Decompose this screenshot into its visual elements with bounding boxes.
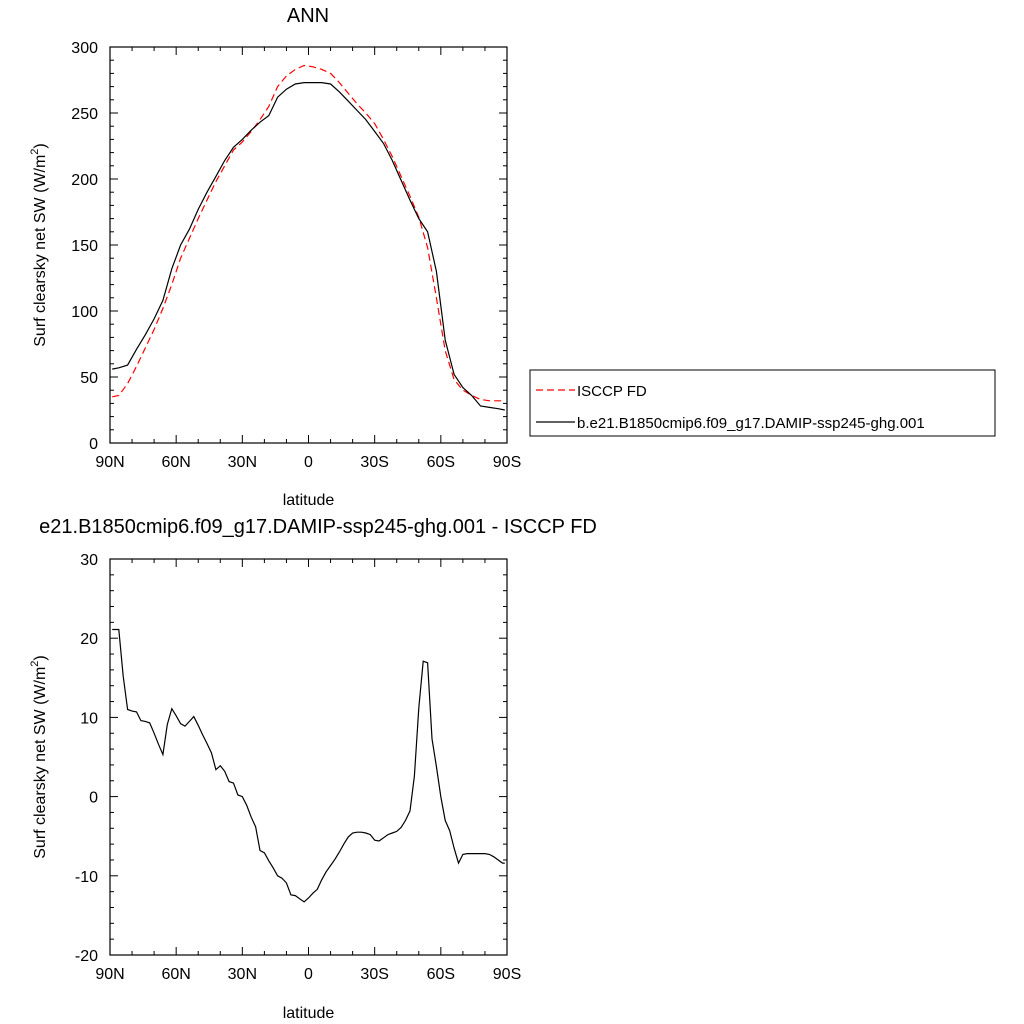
y-tick-label: 20 xyxy=(80,631,98,648)
y-tick-label: 10 xyxy=(80,710,98,727)
y-axis-label-text: Surf clearsky net SW (W/m xyxy=(32,667,49,859)
legend: ISCCP FD b.e21.B1850cmip6.f09_g17.DAMIP-s… xyxy=(529,369,996,437)
series-line-isccp-fd xyxy=(112,64,505,402)
x-tick-label: 90N xyxy=(95,454,124,471)
legend-box xyxy=(529,369,996,437)
x-tick-label: 60S xyxy=(427,966,455,983)
x-tick-label: 0 xyxy=(304,966,313,983)
legend-entry: ISCCP FD xyxy=(577,383,647,400)
y-axis-label-text: Surf clearsky net SW (W/m xyxy=(32,155,49,347)
chart-title: e21.B1850cmip6.f09_g17.DAMIP-ssp245-ghg.… xyxy=(39,516,597,538)
y-axis-label: Surf clearsky net SW (W/m2) xyxy=(29,143,49,346)
x-tick-label: 90S xyxy=(493,966,521,983)
y-tick-label: 250 xyxy=(71,106,98,123)
x-tick-label: 0 xyxy=(304,454,313,471)
y-tick-label: 200 xyxy=(71,172,98,189)
x-tick-label: 90S xyxy=(493,454,521,471)
y-tick-label: 50 xyxy=(80,370,98,387)
chart-panel-1: ANN 90N 60N 30N 0 30S 60S 90S 0 50 100 150 200 250 300… xyxy=(29,5,996,509)
series-line-b-e21-b1850cmip6-f09-g17-damip-ssp245-ghg-001 xyxy=(112,81,505,411)
x-tick-label: 30N xyxy=(228,454,257,471)
plot-frame xyxy=(109,558,508,956)
x-tick-label: 60S xyxy=(427,454,455,471)
y-axis-label-superscript: 2 xyxy=(29,149,41,155)
y-tick-label: 0 xyxy=(89,436,98,453)
x-tick-label: 30N xyxy=(228,966,257,983)
x-axis-label: latitude xyxy=(283,1005,335,1022)
y-tick-label: 150 xyxy=(71,238,98,255)
y-axis-label-superscript: 2 xyxy=(29,661,41,667)
series-line-difference xyxy=(112,628,505,903)
x-tick-label: 90N xyxy=(95,966,124,983)
chart-panel-2: e21.B1850cmip6.f09_g17.DAMIP-ssp245-ghg.… xyxy=(29,516,597,1022)
y-axis-label: Surf clearsky net SW (W/m2) xyxy=(29,655,49,858)
y-tick-label: -20 xyxy=(75,948,98,965)
x-tick-label: 30S xyxy=(360,454,388,471)
chart-title: ANN xyxy=(287,5,329,27)
x-tick-label: 30S xyxy=(360,966,388,983)
y-tick-label: -10 xyxy=(75,869,98,886)
y-axis-label-close: ) xyxy=(32,655,49,660)
y-tick-label: 30 xyxy=(80,552,98,569)
x-tick-label: 60N xyxy=(161,454,190,471)
legend-entry: b.e21.B1850cmip6.f09_g17.DAMIP-ssp245-gh… xyxy=(577,415,925,432)
x-tick-label: 60N xyxy=(161,966,190,983)
plot-frame xyxy=(109,46,508,444)
y-tick-label: 0 xyxy=(89,790,98,807)
x-axis-label: latitude xyxy=(283,492,335,509)
y-axis-label-close: ) xyxy=(32,143,49,148)
y-tick-label: 100 xyxy=(71,304,98,321)
y-tick-label: 300 xyxy=(71,40,98,57)
